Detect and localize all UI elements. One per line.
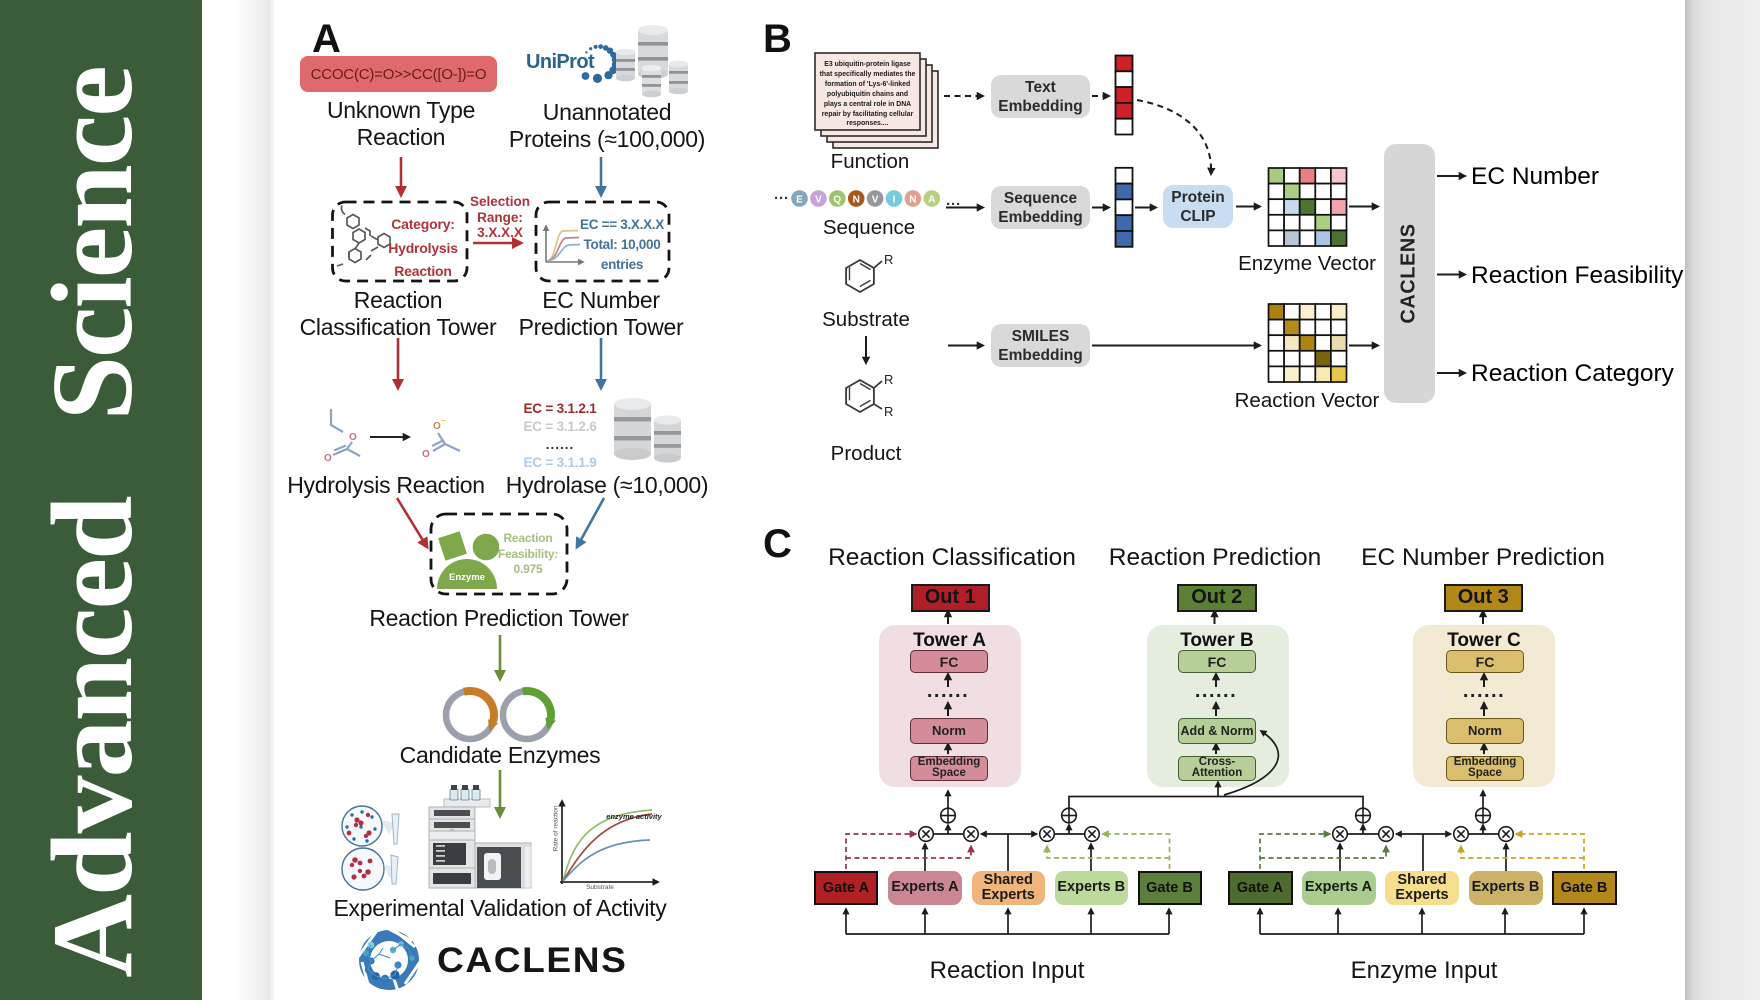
svg-text:R: R [884,252,893,267]
svg-text:E: E [796,195,803,206]
svg-text:I: I [893,195,896,206]
svg-text:−: − [441,416,446,425]
svg-text:N: N [853,195,860,206]
svg-text:Q: Q [833,195,841,206]
svg-text:O: O [349,432,357,443]
svg-text:N: N [909,195,916,206]
svg-text:···: ··· [774,190,789,207]
svg-text:R: R [884,404,893,419]
svg-text:R: R [884,372,893,387]
svg-text:V: V [815,195,822,206]
svg-text:O: O [422,449,430,460]
svg-text:···: ··· [946,196,961,213]
svg-text:A: A [928,195,935,206]
svg-text:O: O [324,453,332,464]
svg-text:O: O [433,421,441,432]
svg-text:V: V [872,195,879,206]
